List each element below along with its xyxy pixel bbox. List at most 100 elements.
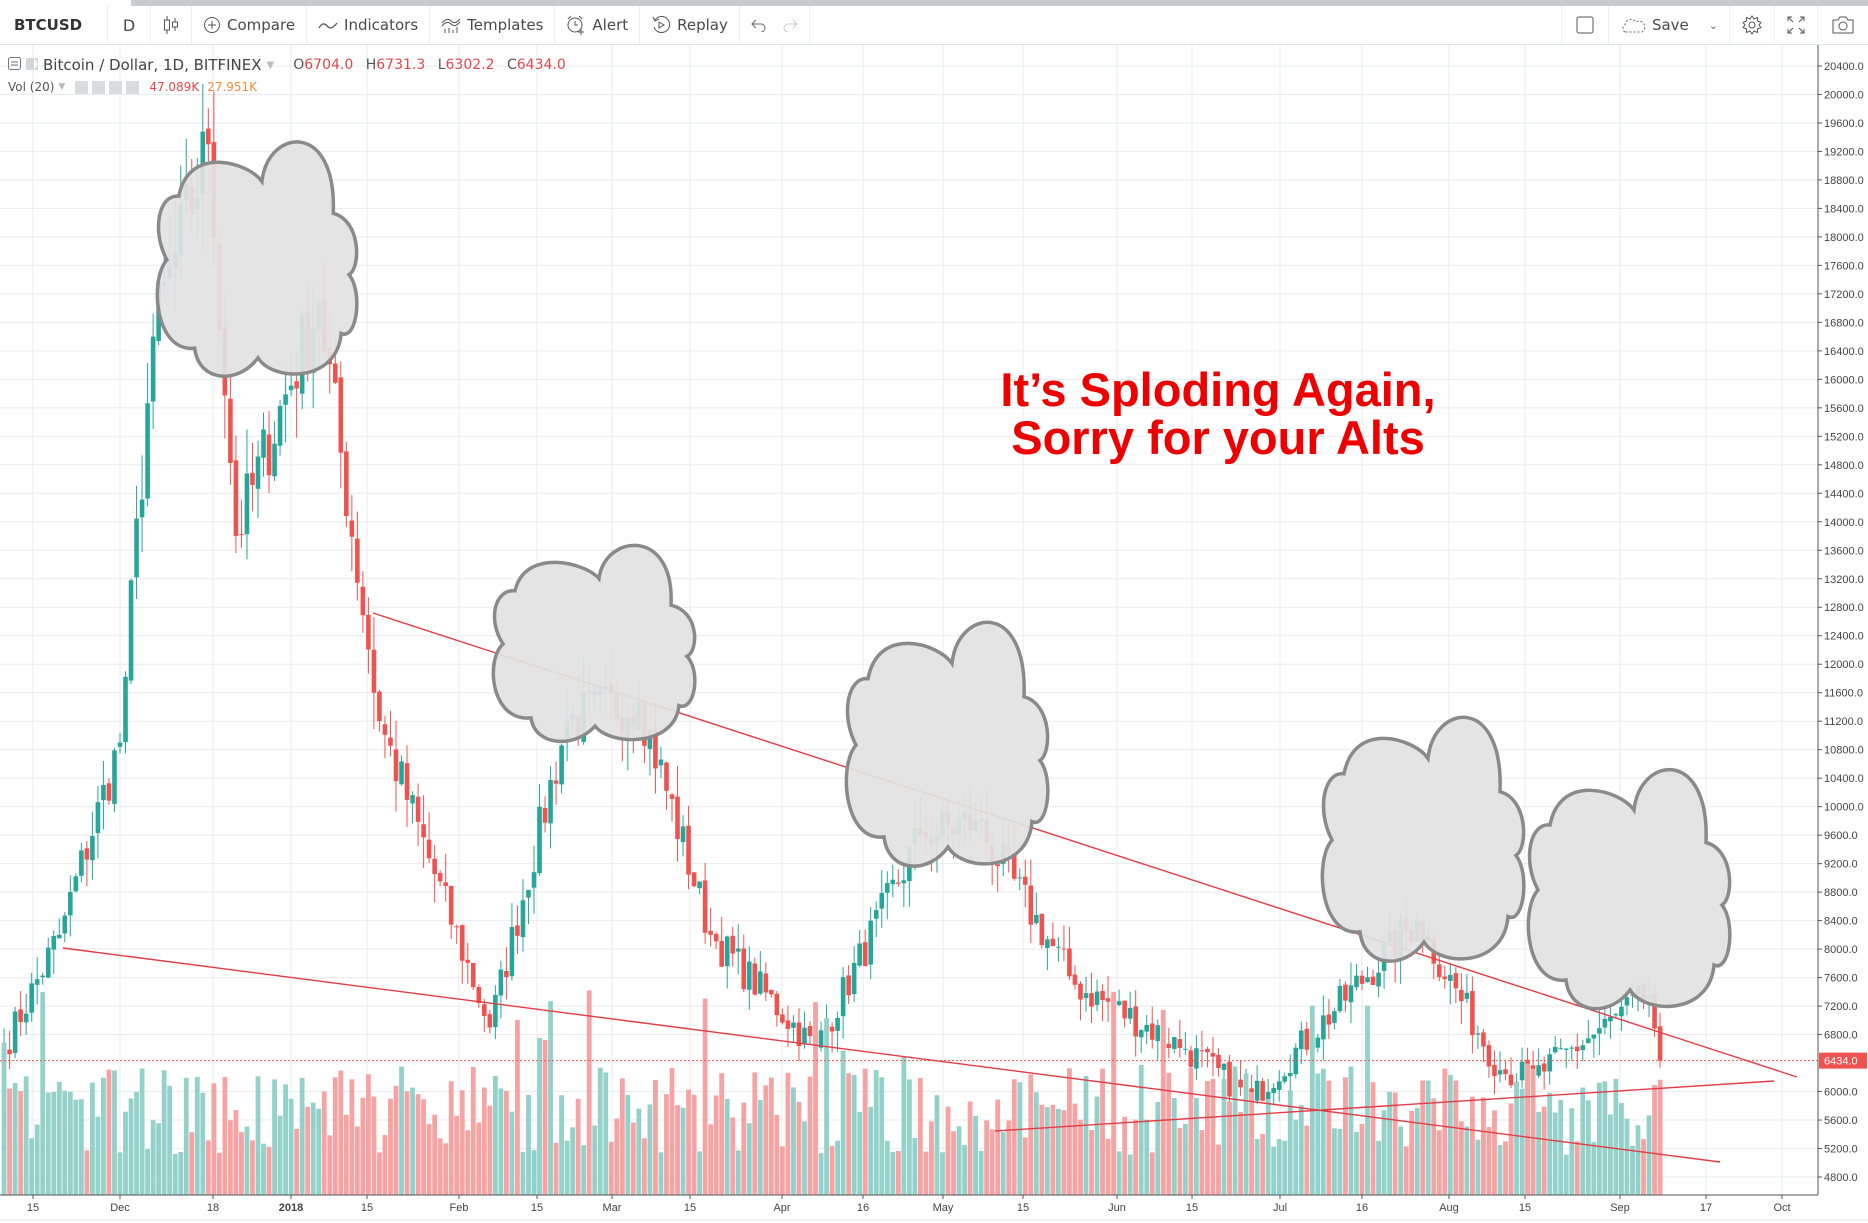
indicators-label: Indicators — [344, 16, 419, 34]
fullscreen-button[interactable] — [1774, 6, 1817, 44]
chart-type-button[interactable] — [151, 6, 192, 44]
svg-text:20400.0: 20400.0 — [1824, 61, 1864, 73]
settings-button[interactable] — [1729, 6, 1774, 44]
series-legend: Bitcoin / Dollar, 1D, BITFINEX ▼ O6704.0… — [8, 56, 574, 74]
volume-menu-caret[interactable]: ▼ — [58, 82, 66, 92]
series-menu-caret[interactable]: ▼ — [266, 59, 275, 71]
svg-text:7200.0: 7200.0 — [1824, 1001, 1858, 1013]
svg-text:6434.0: 6434.0 — [1824, 1056, 1858, 1068]
svg-text:17600.0: 17600.0 — [1824, 260, 1864, 272]
alarm-clock-icon — [566, 15, 586, 35]
svg-text:12400.0: 12400.0 — [1824, 631, 1864, 643]
svg-text:Jul: Jul — [1273, 1202, 1287, 1214]
volume-label[interactable]: Vol (20) — [8, 80, 55, 94]
replay-label: Replay — [677, 16, 728, 34]
ohlc-values: O6704.0 H6731.3 L6302.2 C6434.0 — [293, 57, 566, 73]
alert-button[interactable]: Alert — [555, 6, 641, 44]
svg-text:15: 15 — [1017, 1202, 1029, 1214]
candles-icon — [162, 15, 180, 35]
svg-text:16: 16 — [857, 1202, 869, 1214]
trendline-rising-support — [994, 1080, 1775, 1132]
svg-text:5200.0: 5200.0 — [1824, 1144, 1858, 1156]
cloud-drawings[interactable] — [155, 140, 1732, 1011]
undo-icon — [751, 18, 767, 32]
interval-button[interactable]: D — [108, 6, 151, 44]
indicators-button[interactable]: Indicators — [307, 6, 431, 44]
camera-icon — [1832, 16, 1854, 34]
series-title[interactable]: Bitcoin / Dollar, 1D, BITFINEX — [43, 56, 262, 74]
svg-text:Dec: Dec — [110, 1202, 130, 1214]
price-axis[interactable]: 20400.0 20000.0 19600.0 19200.0 18800.0 18400… — [1817, 45, 1868, 1195]
eye-icon[interactable] — [75, 80, 89, 94]
svg-text:15: 15 — [1519, 1202, 1531, 1214]
indicators-icon — [318, 19, 338, 31]
replay-button[interactable]: Replay — [640, 6, 740, 44]
gear-icon[interactable] — [92, 80, 106, 94]
svg-text:14400.0: 14400.0 — [1824, 488, 1864, 500]
svg-text:Apr: Apr — [773, 1202, 790, 1214]
redo-button[interactable] — [771, 6, 810, 44]
alert-label: Alert — [592, 16, 629, 34]
svg-text:May: May — [933, 1202, 954, 1214]
svg-text:5600.0: 5600.0 — [1824, 1115, 1858, 1127]
svg-text:6800.0: 6800.0 — [1824, 1030, 1858, 1042]
svg-text:11200.0: 11200.0 — [1824, 716, 1863, 728]
svg-text:10000.0: 10000.0 — [1824, 802, 1864, 814]
snapshot-button[interactable] — [1817, 6, 1868, 44]
svg-text:12800.0: 12800.0 — [1824, 602, 1864, 614]
close-value: 6434.0 — [516, 57, 566, 73]
svg-text:18800.0: 18800.0 — [1824, 175, 1864, 187]
svg-text:Feb: Feb — [450, 1202, 469, 1214]
templates-button[interactable]: Templates — [430, 6, 556, 44]
svg-text:18: 18 — [207, 1202, 219, 1214]
redo-icon — [782, 18, 798, 32]
svg-text:16000.0: 16000.0 — [1824, 374, 1864, 386]
svg-text:14800.0: 14800.0 — [1824, 460, 1864, 472]
flag-icon[interactable] — [26, 56, 38, 74]
templates-label: Templates — [467, 16, 544, 34]
plus-icon[interactable] — [109, 80, 123, 94]
svg-text:8400.0: 8400.0 — [1824, 916, 1858, 928]
top-toolbar: BTCUSD D Compare Indicators Templates Al… — [0, 6, 1868, 45]
layout-button[interactable] — [1560, 6, 1608, 44]
svg-text:19200.0: 19200.0 — [1824, 146, 1864, 158]
svg-text:10800.0: 10800.0 — [1824, 745, 1864, 757]
undo-button[interactable] — [740, 6, 771, 44]
annotation-line-1: It’s Sploding Again, — [1000, 363, 1436, 416]
volume-value: 47.089K — [149, 80, 200, 94]
annotation-line-2: Sorry for your Alts — [1011, 411, 1425, 464]
gear-icon — [1742, 15, 1762, 35]
square-icon — [1576, 16, 1594, 34]
svg-text:2018: 2018 — [279, 1202, 303, 1214]
volume-ma-value: 27.951K — [207, 80, 258, 94]
svg-text:Sep: Sep — [1610, 1202, 1630, 1214]
svg-text:18400.0: 18400.0 — [1824, 203, 1864, 215]
symbol-search-button[interactable]: BTCUSD — [0, 6, 108, 44]
svg-text:18000.0: 18000.0 — [1824, 232, 1864, 244]
svg-text:15: 15 — [361, 1202, 373, 1214]
svg-text:19600.0: 19600.0 — [1824, 118, 1864, 130]
cloud-drawing-4 — [1320, 715, 1526, 963]
save-button[interactable]: Save ⌄ — [1607, 6, 1729, 44]
svg-text:15600.0: 15600.0 — [1824, 403, 1864, 415]
svg-text:9600.0: 9600.0 — [1824, 830, 1858, 842]
svg-text:8800.0: 8800.0 — [1824, 887, 1858, 899]
svg-text:Oct: Oct — [1773, 1202, 1790, 1214]
volume-legend: Vol (20) ▼ 47.089K 27.951K — [8, 80, 257, 94]
trendline-lower-support-descending — [62, 947, 1721, 1163]
chevron-down-icon[interactable]: ⌄ — [1708, 18, 1718, 32]
svg-text:Mar: Mar — [603, 1202, 622, 1214]
svg-text:15: 15 — [27, 1202, 39, 1214]
price-chart[interactable]: 20400.0 20000.0 19600.0 19200.0 18800.0 18400… — [0, 45, 1868, 1223]
time-axis[interactable]: 15 Dec 18 2018 15 Feb 15 Mar 15 Apr 16 May 15 Jun 15 Ju… — [0, 1194, 1868, 1223]
compare-button[interactable]: Compare — [192, 6, 308, 44]
svg-text:14000.0: 14000.0 — [1824, 517, 1864, 529]
svg-text:15: 15 — [684, 1202, 696, 1214]
templates-icon — [441, 16, 461, 34]
svg-text:4800.0: 4800.0 — [1824, 1172, 1858, 1184]
svg-text:11600.0: 11600.0 — [1824, 688, 1863, 700]
annotation-text: It’s Sploding Again, Sorry for your Alts — [993, 366, 1443, 462]
svg-text:8000.0: 8000.0 — [1824, 944, 1858, 956]
close-icon[interactable] — [126, 80, 140, 94]
collapse-icon[interactable] — [8, 56, 21, 74]
